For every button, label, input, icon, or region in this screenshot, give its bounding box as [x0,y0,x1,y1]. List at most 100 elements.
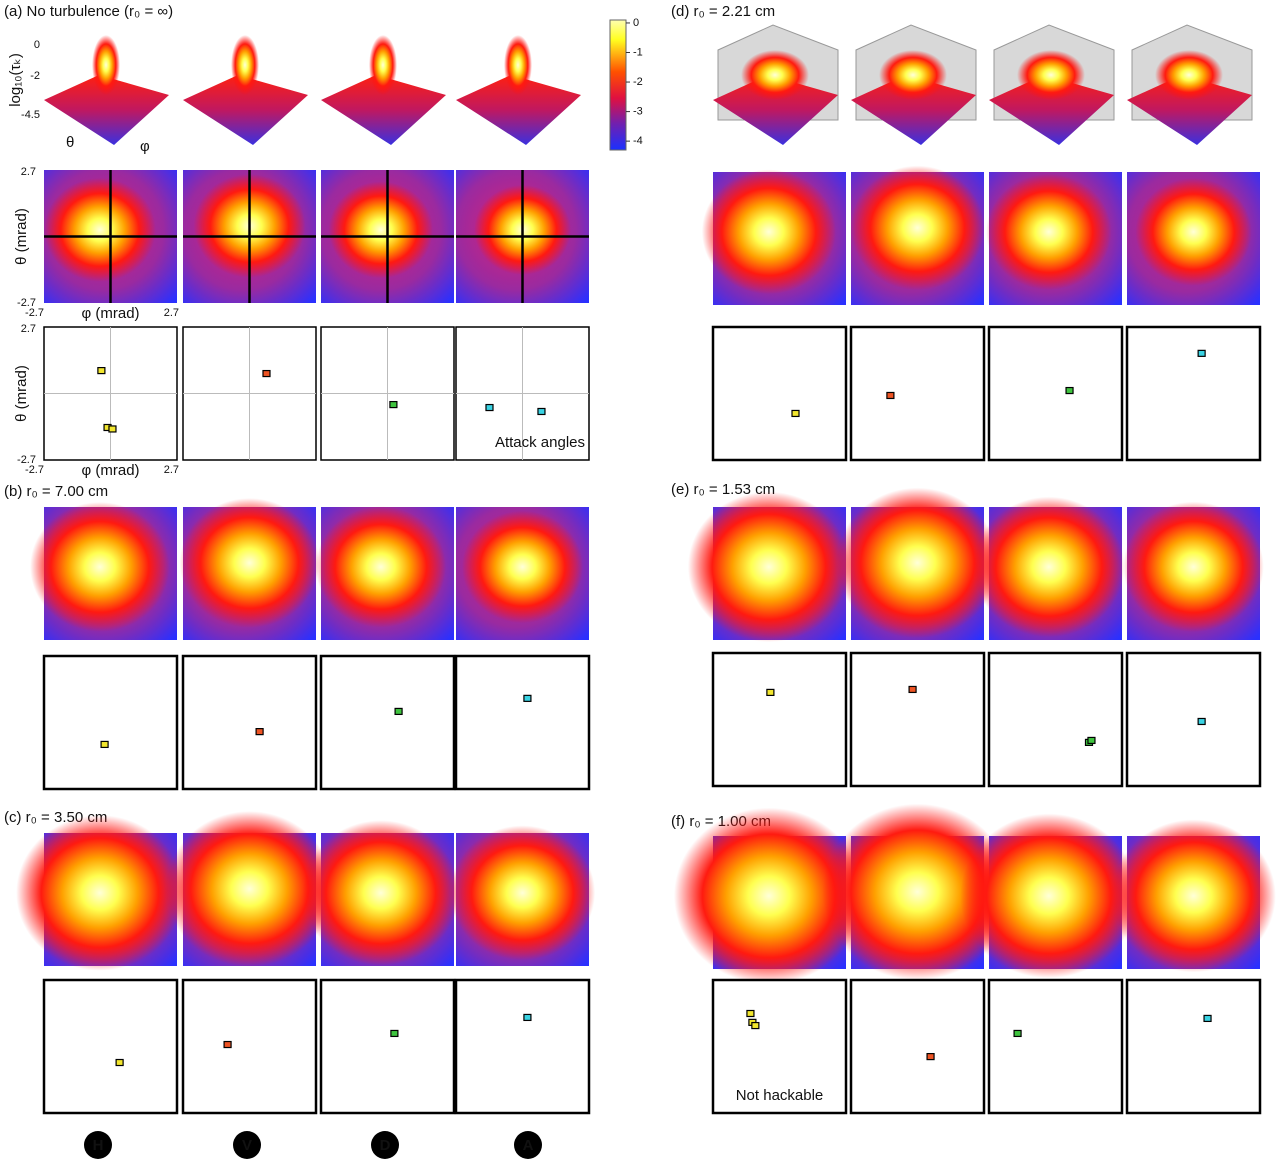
panel-label: (d) r₀ = 2.21 cm [671,3,775,20]
attack-marker [485,403,494,412]
attack-marker [223,1040,232,1049]
heatmap-spot [1111,819,1276,973]
annotation: Attack angles [495,434,585,451]
heatmap-spot [179,498,320,628]
scatter-frame [1125,651,1262,788]
heatmap-spot [1123,501,1264,633]
tick-label: 2.7 [164,464,179,476]
attack-marker [886,391,895,400]
scatter-frame [454,978,591,1115]
heatmap-spot [302,820,460,966]
y-axis-label: θ (mrad) [13,208,30,265]
attack-marker [1087,736,1096,745]
surface [1127,75,1252,145]
attack-marker [1203,1014,1212,1023]
attack-marker [262,369,271,378]
surface-peak [1155,50,1223,100]
scatter-frame [42,978,179,1115]
colorbar-tick-label: -4 [633,135,643,147]
scatter-frame [987,325,1124,462]
z-tick-label: 0 [34,39,40,51]
scatter-frame [711,325,848,462]
y-axis-label: θ (mrad) [13,365,30,422]
x-axis-label: φ (mrad) [81,305,139,322]
heatmap-spot [16,815,184,971]
attack-marker [1197,717,1206,726]
attack-marker [389,400,398,409]
scatter-frame [181,654,318,791]
surface-x-label: θ [66,134,74,151]
panel-label: (b) r₀ = 7.00 cm [4,483,108,500]
surface [183,75,308,145]
surface-peak [879,50,947,100]
tick-label: 2.7 [21,323,36,335]
attack-marker [746,1009,755,1018]
scatter-frame [1125,978,1262,1115]
heatmap-spot [986,173,1112,290]
attack-marker [926,1052,935,1061]
attack-marker [1065,386,1074,395]
scatter-frame [987,651,1124,788]
x-axis-label: φ (mrad) [81,462,139,479]
attack-marker [115,1058,124,1067]
heatmap-spot [973,496,1125,638]
tick-label: 2.7 [21,166,36,178]
tick-label: 2.7 [164,307,179,319]
panel-label: (a) No turbulence (r₀ = ∞) [4,3,173,20]
heatmap-spot [822,803,1013,981]
legend-badge [514,1131,542,1159]
tick-label: -2.7 [25,464,44,476]
scatter-frame [319,978,456,1115]
surface-peak [369,35,397,95]
colorbar-tick-label: -3 [633,105,643,117]
attack-marker [1197,349,1206,357]
attack-marker [100,740,109,749]
attack-marker [751,1021,760,1030]
legend-letter: A [523,1137,534,1154]
heatmap-spot [701,169,836,295]
attack-marker [97,366,106,375]
attack-marker [908,685,917,694]
tick-label: -2.7 [25,307,44,319]
colorbar [609,19,627,151]
colorbar-tick-label: -1 [633,46,643,58]
heatmap-spot [673,807,864,985]
scatter-frame [849,978,986,1115]
surface [989,75,1114,145]
tick-label: -2.7 [17,297,36,309]
colorbar-tick-label: 0 [633,17,639,29]
surface-peak [231,35,259,95]
scatter-frame [849,325,986,462]
heatmap-spot [687,491,850,643]
attack-marker [537,407,546,416]
heatmap-spot [315,506,447,628]
heatmap-spot [44,177,156,282]
scatter-frame [319,654,456,791]
scatter-frame [1125,325,1262,462]
heatmap-spot [165,811,334,967]
heatmap-spot [328,181,433,279]
heatmap-spot [850,165,985,291]
surface [321,75,446,145]
surface [44,75,169,145]
surface [456,75,581,145]
heatmap-spot [449,825,596,961]
scatter-frame [42,654,179,791]
heatmap-spot [1135,177,1252,286]
legend-badge [84,1131,112,1159]
legend-badge [371,1131,399,1159]
tick-label: -2.7 [17,454,36,466]
attack-marker [523,1013,532,1022]
legend-badge [233,1131,261,1159]
surface [851,75,976,145]
legend-letter: V [242,1137,252,1154]
surface-peak [504,35,532,95]
panel-label: (e) r₀ = 1.53 cm [671,481,775,498]
attack-marker [394,707,403,716]
z-tick-label: -4.5 [21,109,40,121]
attack-marker [390,1029,399,1038]
attack-marker [1013,1029,1022,1038]
scatter-frame [454,654,591,791]
legend-letter: D [380,1137,391,1154]
